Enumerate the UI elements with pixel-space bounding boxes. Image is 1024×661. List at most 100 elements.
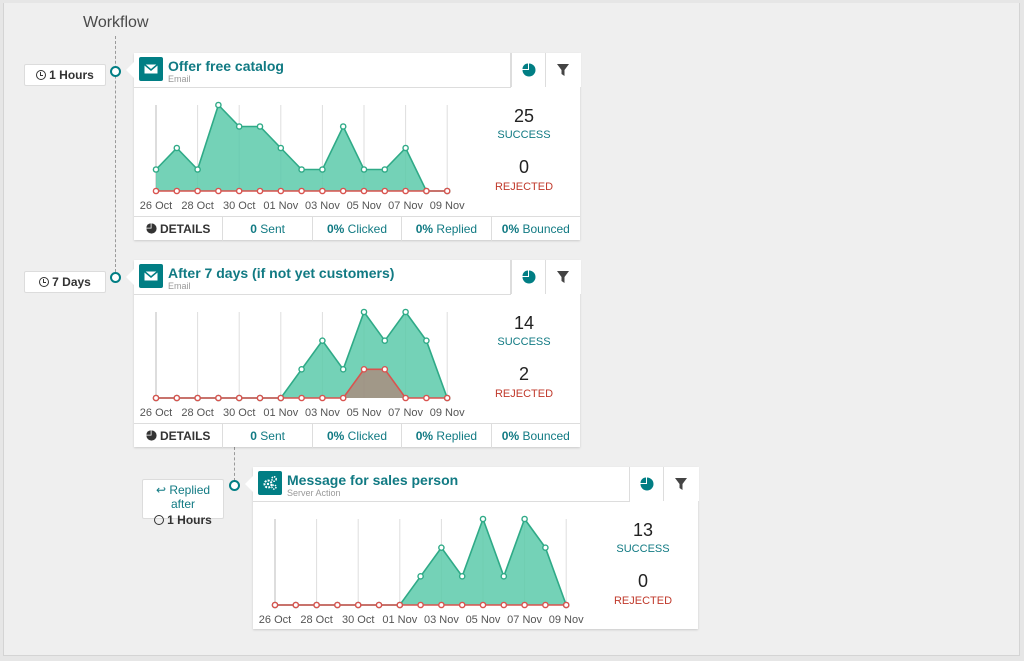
rejected-point bbox=[173, 187, 181, 195]
card-footer: DETAILS 0 Sent 0% Clicked 0% Replied 0% … bbox=[134, 423, 580, 448]
x-tick-label: 30 Oct bbox=[342, 614, 374, 626]
card-header[interactable]: Message for sales person Server Action bbox=[245, 467, 630, 502]
x-tick-label: 03 Nov bbox=[424, 614, 459, 626]
details-button[interactable]: DETAILS bbox=[134, 217, 224, 241]
activity-chart: 26 Oct 28 Oct 30 Oct 01 Nov 03 Nov 05 Nov 07 N… bbox=[140, 308, 465, 419]
rejected-point bbox=[152, 187, 160, 195]
reply-icon: ↩ bbox=[155, 483, 166, 497]
pie-chart-icon bbox=[146, 223, 157, 234]
rejected-point bbox=[402, 394, 409, 402]
filter-button[interactable] bbox=[663, 467, 699, 501]
connector-line bbox=[234, 447, 235, 481]
rejected-point bbox=[271, 601, 279, 609]
rejected-point bbox=[375, 601, 383, 609]
workflow-title: Workflow bbox=[83, 14, 149, 31]
trigger-tag: ↩ Replied after 1 Hours bbox=[142, 479, 224, 527]
x-tick-label: 26 Oct bbox=[140, 200, 172, 212]
rejected-point bbox=[402, 187, 409, 195]
pie-chart-icon bbox=[146, 430, 157, 441]
bounced-stat[interactable]: 0% Bounced bbox=[501, 222, 570, 236]
x-tick-label: 05 Nov bbox=[347, 407, 382, 419]
success-count: 25 bbox=[513, 106, 535, 126]
filter-icon bbox=[557, 271, 569, 283]
clicked-stat[interactable]: 0% Clicked bbox=[313, 424, 403, 448]
rejected-point bbox=[381, 187, 389, 195]
activity-card: Message for sales person Server Action 2… bbox=[245, 467, 699, 629]
success-point bbox=[319, 337, 326, 344]
rejected-point bbox=[256, 187, 264, 195]
rejected-point bbox=[443, 187, 451, 195]
rejected-point bbox=[235, 187, 243, 195]
rejected-area bbox=[156, 369, 448, 398]
rejected-point bbox=[479, 601, 487, 609]
rejected-point bbox=[381, 366, 389, 373]
x-tick-label: 30 Oct bbox=[223, 407, 255, 419]
pie-chart-icon bbox=[522, 63, 536, 77]
clicked-stat[interactable]: 0% Clicked bbox=[313, 217, 403, 241]
rejected-point bbox=[319, 187, 326, 195]
success-point bbox=[256, 123, 264, 130]
card-header[interactable]: After 7 days (if not yet customers) Emai… bbox=[126, 260, 511, 295]
success-point bbox=[423, 337, 430, 344]
x-tick-label: 03 Nov bbox=[305, 200, 340, 212]
success-point bbox=[402, 144, 409, 152]
success-label: SUCCESS bbox=[616, 543, 670, 555]
activity-title[interactable]: Offer free catalog bbox=[168, 58, 284, 74]
card-header[interactable]: Offer free catalog Email bbox=[126, 53, 511, 88]
rejected-point bbox=[500, 601, 508, 609]
filter-icon bbox=[557, 64, 569, 76]
x-tick-label: 01 Nov bbox=[263, 407, 298, 419]
envelope-icon bbox=[139, 57, 163, 81]
rejected-label: REJECTED bbox=[494, 388, 554, 400]
success-point bbox=[360, 308, 368, 316]
rejected-point bbox=[319, 394, 326, 402]
activity-chart: 26 Oct 28 Oct 30 Oct 01 Nov 03 Nov 05 Nov 07 N… bbox=[140, 101, 465, 212]
activity-title[interactable]: Message for sales person bbox=[287, 472, 459, 488]
replied-stat[interactable]: 0% Replied bbox=[402, 217, 492, 241]
rejected-point bbox=[360, 366, 368, 373]
card-footer: DETAILS 0 Sent 0% Clicked 0% Replied 0% … bbox=[134, 216, 580, 241]
x-tick-label: 28 Oct bbox=[300, 614, 332, 626]
activity-card: After 7 days (if not yet customers) Emai… bbox=[126, 260, 581, 448]
success-point bbox=[417, 573, 424, 580]
bounced-stat[interactable]: 0% Bounced bbox=[501, 429, 570, 443]
rejected-point bbox=[521, 601, 528, 609]
rejected-point bbox=[354, 601, 362, 609]
x-tick-label: 28 Oct bbox=[181, 200, 213, 212]
rejected-point bbox=[438, 601, 445, 609]
success-point bbox=[339, 366, 347, 373]
filter-button[interactable] bbox=[545, 53, 581, 87]
activity-title[interactable]: After 7 days (if not yet customers) bbox=[168, 265, 395, 281]
x-tick-label: 28 Oct bbox=[181, 407, 213, 419]
graph-button[interactable] bbox=[629, 467, 664, 501]
success-point bbox=[298, 366, 305, 373]
rejected-point bbox=[215, 394, 222, 402]
x-tick-label: 01 Nov bbox=[382, 614, 417, 626]
filter-button[interactable] bbox=[545, 260, 581, 294]
details-button[interactable]: DETAILS bbox=[134, 424, 224, 448]
rejected-count: 0 bbox=[518, 157, 529, 177]
success-point bbox=[521, 515, 528, 523]
sent-stat[interactable]: 0 Sent bbox=[223, 424, 313, 448]
success-label: SUCCESS bbox=[497, 129, 551, 141]
x-tick-label: 01 Nov bbox=[263, 200, 298, 212]
success-label: SUCCESS bbox=[497, 336, 551, 348]
success-count: 14 bbox=[513, 313, 535, 333]
x-tick-label: 30 Oct bbox=[223, 200, 255, 212]
graph-button[interactable] bbox=[511, 260, 546, 294]
rejected-point bbox=[562, 601, 570, 609]
graph-button[interactable] bbox=[511, 53, 546, 87]
success-area bbox=[156, 312, 448, 398]
rejected-point bbox=[277, 394, 285, 402]
connector-line bbox=[115, 36, 116, 272]
replied-stat[interactable]: 0% Replied bbox=[402, 424, 492, 448]
activity-chart: 26 Oct 28 Oct 30 Oct 01 Nov 03 Nov 05 Nov 07 N… bbox=[259, 515, 584, 626]
rejected-point bbox=[235, 394, 243, 402]
filter-icon bbox=[675, 478, 687, 490]
envelope-icon bbox=[139, 264, 163, 288]
rejected-point bbox=[334, 601, 341, 609]
rejected-point bbox=[256, 394, 264, 402]
sent-stat[interactable]: 0 Sent bbox=[223, 217, 313, 241]
x-tick-label: 03 Nov bbox=[305, 407, 340, 419]
x-tick-label: 05 Nov bbox=[466, 614, 501, 626]
